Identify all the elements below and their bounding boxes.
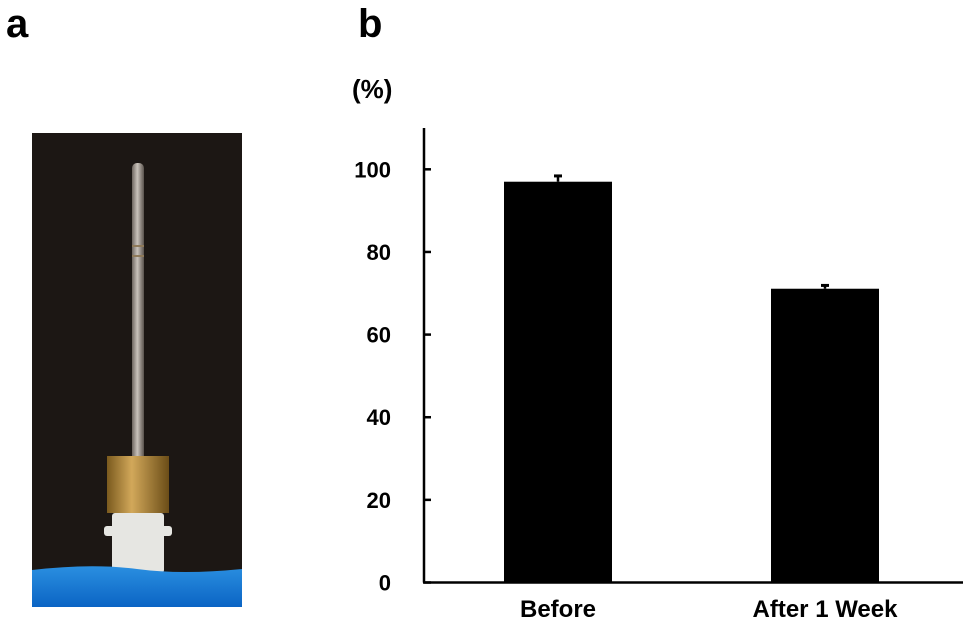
brass-collar: [107, 456, 169, 513]
bar-0: [504, 181, 612, 583]
y-tick-label: 100: [354, 157, 391, 182]
probe-photo: [32, 133, 242, 607]
y-tick-label: 40: [367, 405, 391, 430]
panel-label-b: b: [358, 2, 383, 46]
y-tick-label: 80: [367, 240, 391, 265]
x-tick-label: After 1 Week: [753, 596, 899, 621]
y-tick-label: 60: [367, 323, 391, 348]
bar-1: [771, 288, 879, 583]
probe-rod: [132, 163, 144, 463]
y-tick-label: 20: [367, 488, 391, 513]
blue-base: [32, 566, 242, 607]
y-axis-label: (%): [352, 74, 392, 104]
panel-label-a: a: [6, 2, 29, 46]
x-tick-label: Before: [520, 596, 596, 621]
y-tick-label: 0: [379, 571, 391, 596]
